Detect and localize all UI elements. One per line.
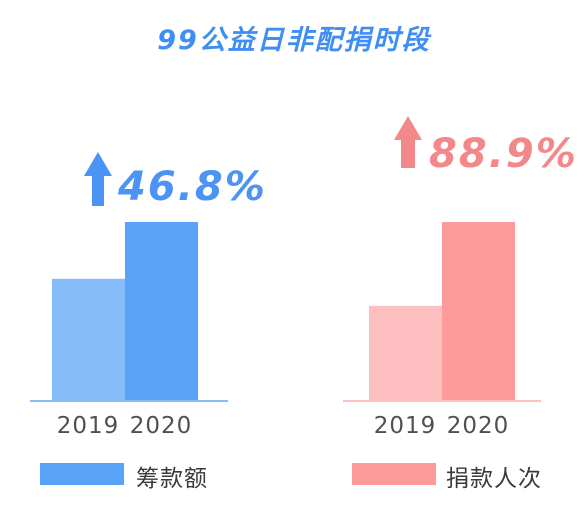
up-arrow-icon [84,152,112,206]
legend-swatch-red [352,463,436,485]
red-bar-2020 [442,222,515,400]
red-growth-label: 88.9% [429,131,578,177]
legend-label-blue: 筹款额 [136,466,208,492]
up-arrow-icon [394,116,422,168]
blue-tick-2019: 2019 [56,413,120,439]
red-tick-2019: 2019 [373,413,437,439]
legend-label-red: 捐款人次 [446,466,542,492]
blue-bar-2019 [52,278,125,400]
blue-bar-2020 [125,222,198,400]
red-bar-2019 [369,305,442,400]
blue-tick-2020: 2020 [129,413,193,439]
red-tick-2020: 2020 [446,413,510,439]
legend-swatch-blue [40,463,124,485]
blue-growth-label: 46.8% [118,164,267,210]
chart-title: 99公益日非配捐时段 [157,25,431,56]
